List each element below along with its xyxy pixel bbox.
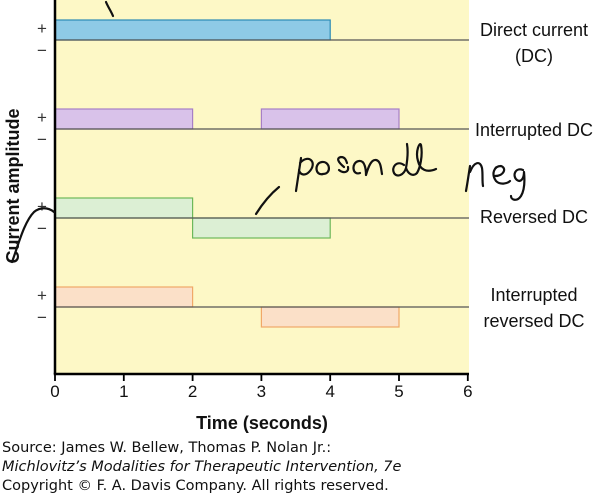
handwritten-neg <box>464 162 526 201</box>
x-axis-title: Time (seconds) <box>196 413 328 433</box>
x-tick-label: 1 <box>119 382 128 401</box>
x-tick-label: 2 <box>188 382 197 401</box>
waveform-row: + − Interrupted reversed DC <box>37 285 584 331</box>
series-label: reversed DC <box>483 311 584 331</box>
plus-sign: + <box>37 286 47 305</box>
pulse-bar <box>192 217 331 239</box>
plus-sign: + <box>37 19 47 38</box>
minus-sign: − <box>37 41 47 60</box>
waveform-rows: + − Direct current (DC) + − Interrupted DC + − Re… <box>37 19 593 331</box>
source-book-title: Michlovitz’s Modalities for Therapeutic … <box>2 459 402 475</box>
plus-sign: + <box>37 108 47 127</box>
pulse-bar <box>54 286 194 308</box>
handwritten-pos <box>294 155 350 193</box>
x-tick-label: 0 <box>50 382 59 401</box>
pulse-bar <box>54 197 194 219</box>
x-axis-ticks: 0 1 2 3 4 5 6 <box>50 374 473 401</box>
series-label: (DC) <box>515 46 553 66</box>
source-authors: Source: James W. Bellew, Thomas P. Nolan… <box>2 440 332 456</box>
handwritten-and <box>352 142 438 177</box>
source-copyright: Copyright © F. A. Davis Company. All rig… <box>2 478 389 494</box>
waveform-row: + − Interrupted DC <box>37 108 593 149</box>
plus-sign: + <box>37 197 47 216</box>
x-tick-label: 4 <box>325 382 334 401</box>
series-label: Interrupted DC <box>475 120 593 140</box>
y-axis-title: Current amplitude <box>3 108 23 263</box>
x-tick-label: 5 <box>394 382 403 401</box>
pulse-bar <box>260 108 400 130</box>
pulse-bar <box>260 306 400 328</box>
waveform-row: + − Direct current (DC) <box>37 19 588 66</box>
minus-sign: − <box>37 308 47 327</box>
handwritten-annotations <box>10 0 526 264</box>
pulse-bar <box>54 108 194 130</box>
source-citation: Source: James W. Bellew, Thomas P. Nolan… <box>2 439 401 496</box>
handwritten-arrow <box>254 185 281 216</box>
handwritten-mark-top <box>104 0 115 18</box>
minus-sign: − <box>37 130 47 149</box>
series-label: Interrupted <box>490 285 577 305</box>
x-tick-label: 3 <box>257 382 266 401</box>
series-label: Direct current <box>480 20 588 40</box>
minus-sign: − <box>37 219 47 238</box>
series-label: Reversed DC <box>480 207 588 227</box>
handwritten-mark-left <box>10 207 56 264</box>
waveform-row: + − Reversed DC <box>37 197 588 239</box>
x-tick-label: 6 <box>463 382 472 401</box>
pulse-bar <box>54 19 331 41</box>
